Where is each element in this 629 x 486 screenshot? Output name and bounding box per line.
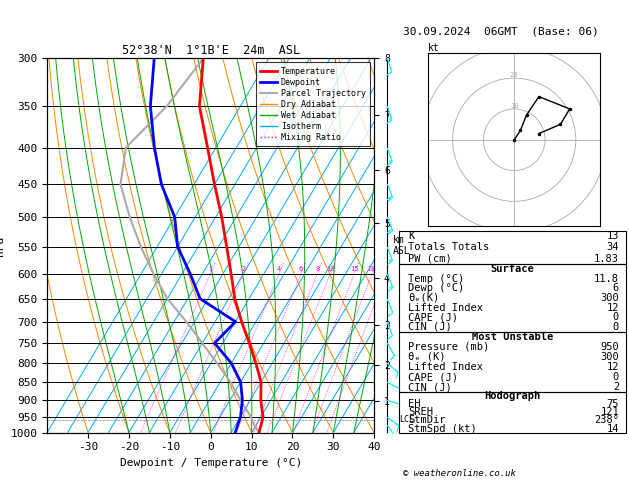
- Text: θₑ(K): θₑ(K): [408, 293, 440, 303]
- Text: 30.09.2024  06GMT  (Base: 06): 30.09.2024 06GMT (Base: 06): [403, 27, 598, 36]
- Text: Hodograph: Hodograph: [484, 391, 541, 401]
- Text: 75: 75: [606, 399, 619, 409]
- Text: Dewp (°C): Dewp (°C): [408, 283, 465, 293]
- Text: 238°: 238°: [594, 416, 619, 425]
- Text: 14: 14: [606, 423, 619, 434]
- Text: K: K: [408, 231, 415, 242]
- Text: Lifted Index: Lifted Index: [408, 303, 484, 312]
- Text: EH: EH: [408, 399, 421, 409]
- Text: 4: 4: [277, 266, 281, 272]
- Bar: [399, 392, 626, 433]
- Text: Temp (°C): Temp (°C): [408, 274, 465, 284]
- Text: 1.83: 1.83: [594, 254, 619, 263]
- Text: Totals Totals: Totals Totals: [408, 243, 490, 253]
- Text: Lifted Index: Lifted Index: [408, 362, 484, 372]
- Text: © weatheronline.co.uk: © weatheronline.co.uk: [403, 469, 515, 478]
- Text: 15: 15: [350, 266, 359, 272]
- Text: 13: 13: [606, 231, 619, 242]
- Text: Surface: Surface: [491, 264, 535, 274]
- Text: Pressure (mb): Pressure (mb): [408, 342, 490, 352]
- Text: 0: 0: [613, 322, 619, 332]
- Title: 52°38'N  1°1B'E  24m  ASL: 52°38'N 1°1B'E 24m ASL: [121, 44, 300, 57]
- Text: 20: 20: [368, 266, 376, 272]
- Text: 0: 0: [613, 312, 619, 322]
- Text: StmSpd (kt): StmSpd (kt): [408, 423, 477, 434]
- Text: 2: 2: [613, 382, 619, 392]
- Text: 300: 300: [600, 352, 619, 362]
- Text: 34: 34: [606, 243, 619, 253]
- Text: 12: 12: [606, 362, 619, 372]
- Text: 11.8: 11.8: [594, 274, 619, 284]
- Text: 1: 1: [208, 266, 213, 272]
- Bar: [399, 231, 626, 264]
- Text: PW (cm): PW (cm): [408, 254, 452, 263]
- Text: CAPE (J): CAPE (J): [408, 312, 459, 322]
- Text: CAPE (J): CAPE (J): [408, 372, 459, 382]
- Text: 6: 6: [299, 266, 303, 272]
- Text: 20: 20: [510, 72, 518, 78]
- Text: CIN (J): CIN (J): [408, 382, 452, 392]
- Bar: [399, 332, 626, 392]
- Text: LCL: LCL: [399, 416, 415, 424]
- Text: 950: 950: [600, 342, 619, 352]
- Text: kt: kt: [428, 43, 440, 53]
- Text: 2: 2: [242, 266, 246, 272]
- Text: Most Unstable: Most Unstable: [472, 332, 554, 342]
- Bar: [399, 264, 626, 332]
- X-axis label: Dewpoint / Temperature (°C): Dewpoint / Temperature (°C): [120, 458, 302, 468]
- Text: 121: 121: [600, 407, 619, 417]
- Text: 10: 10: [326, 266, 335, 272]
- Text: θₑ (K): θₑ (K): [408, 352, 446, 362]
- Text: StmDir: StmDir: [408, 416, 446, 425]
- Text: 10: 10: [510, 103, 518, 109]
- Y-axis label: km
ASL: km ASL: [392, 235, 410, 256]
- Text: 0: 0: [613, 372, 619, 382]
- Legend: Temperature, Dewpoint, Parcel Trajectory, Dry Adiabat, Wet Adiabat, Isotherm, Mi: Temperature, Dewpoint, Parcel Trajectory…: [256, 63, 370, 146]
- Text: CIN (J): CIN (J): [408, 322, 452, 332]
- Text: 12: 12: [606, 303, 619, 312]
- Text: 8: 8: [315, 266, 320, 272]
- Y-axis label: hPa: hPa: [0, 235, 5, 256]
- Text: 300: 300: [600, 293, 619, 303]
- Text: SREH: SREH: [408, 407, 433, 417]
- Text: 6: 6: [613, 283, 619, 293]
